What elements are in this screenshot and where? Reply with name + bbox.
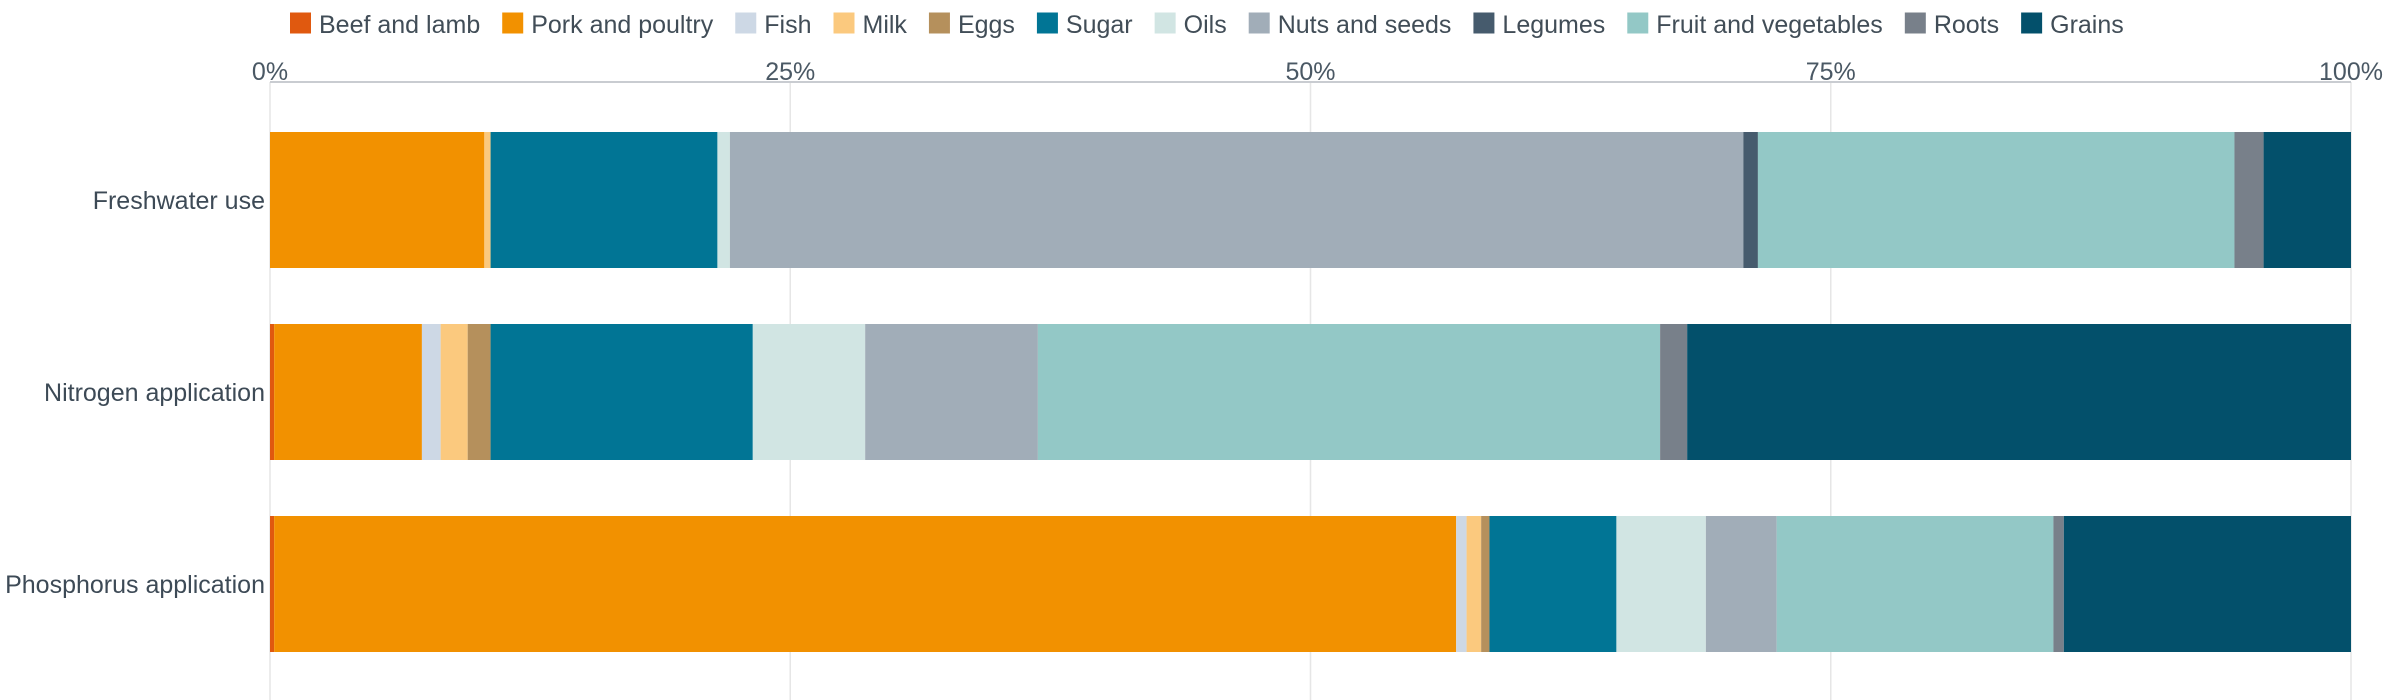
bar-sugar: [490, 132, 718, 268]
legend-item-fish: Fish: [735, 11, 812, 39]
bar-eggs: [467, 324, 491, 460]
legend-label: Oils: [1184, 11, 1227, 39]
x-tick-label: 75%: [1806, 58, 1856, 86]
legend-swatch: [928, 12, 950, 34]
bar-nuts-and-seeds: [865, 324, 1038, 460]
legend-label: Milk: [863, 11, 908, 39]
legend-item-grains: Grains: [2021, 11, 2124, 39]
category-label: Freshwater use: [93, 187, 265, 215]
bar-roots: [1660, 324, 1688, 460]
legend-item-sugar: Sugar: [1036, 11, 1133, 39]
legend-label: Roots: [1934, 11, 1999, 39]
legend-item-fruit-and-vegetables: Fruit and vegetables: [1627, 11, 1883, 39]
legend-item-milk: Milk: [833, 11, 908, 39]
legend-item-roots: Roots: [1904, 11, 1999, 39]
category-label: Phosphorus application: [5, 571, 265, 599]
bar-pork-and-poultry: [274, 516, 1457, 652]
bar-grains: [2063, 516, 2351, 652]
bar-grains: [2263, 132, 2351, 268]
legend-item-eggs: Eggs: [928, 11, 1015, 39]
bar-beef-and-lamb: [270, 516, 275, 652]
bar-fruit-and-vegetables: [1037, 324, 1661, 460]
legend-swatch: [290, 12, 311, 34]
x-tick-label: 0%: [252, 58, 288, 86]
bar-milk: [1466, 516, 1482, 652]
bar-pork-and-poultry: [270, 132, 485, 268]
legend-label: Pork and poultry: [531, 11, 714, 39]
legend-label: Nuts and seeds: [1278, 11, 1452, 39]
x-axis-ticks: 0% 25% 50% 75% 100%: [252, 58, 2383, 86]
legend-label: Fish: [764, 11, 811, 39]
bar-roots: [2234, 132, 2264, 268]
bar-legumes: [1743, 132, 1758, 268]
bar-fruit-and-vegetables: [1776, 516, 2054, 652]
bar-oils: [1616, 516, 1706, 652]
bars: [270, 132, 2351, 652]
legend-swatch: [1473, 12, 1495, 34]
legend-item-beef-and-lamb: Beef and lamb: [290, 11, 480, 39]
legend-label: Legumes: [1502, 11, 1605, 39]
bar-milk: [440, 324, 468, 460]
bar-beef-and-lamb: [270, 324, 275, 460]
legend-swatch: [833, 12, 855, 34]
bar-oils: [752, 324, 866, 460]
bar-roots: [2053, 516, 2064, 652]
bar-fish: [421, 324, 441, 460]
category-label: Nitrogen application: [44, 379, 265, 407]
bar-grains: [1687, 324, 2351, 460]
bar-fruit-and-vegetables: [1757, 132, 2235, 268]
legend-item-oils: Oils: [1154, 11, 1227, 39]
bar-sugar: [490, 324, 753, 460]
bar-fish: [1456, 516, 1467, 652]
legend-swatch: [502, 12, 524, 34]
legend-item-nuts-and-seeds: Nuts and seeds: [1248, 11, 1452, 39]
legend-swatch: [1904, 12, 1926, 34]
legend-item-pork-and-poultry: Pork and poultry: [502, 11, 714, 39]
legend-swatch: [1154, 12, 1176, 34]
category-labels: Freshwater use Nitrogen application Phosph…: [5, 187, 265, 599]
legend-label: Eggs: [958, 11, 1015, 39]
x-tick-label: 50%: [1285, 58, 1335, 86]
x-tick-label: 25%: [765, 58, 815, 86]
legend-swatch: [1627, 12, 1649, 34]
legend-label: Grains: [2050, 11, 2124, 39]
legend-item-legumes: Legumes: [1473, 11, 1605, 39]
legend: Beef and lamb Pork and poultry Fish Milk Egg…: [290, 11, 2124, 39]
legend-label: Beef and lamb: [319, 11, 480, 39]
bar-eggs: [1481, 516, 1490, 652]
legend-label: Fruit and vegetables: [1656, 11, 1883, 39]
bar-sugar: [1489, 516, 1617, 652]
bar-oils: [717, 132, 730, 268]
legend-swatch: [2021, 12, 2043, 34]
x-tick-label: 100%: [2319, 58, 2383, 86]
bar-nuts-and-seeds: [1705, 516, 1777, 652]
legend-label: Sugar: [1066, 11, 1133, 39]
legend-swatch: [735, 12, 757, 34]
legend-swatch: [1248, 12, 1270, 34]
bar-milk: [484, 132, 491, 268]
legend-swatch: [1036, 12, 1058, 34]
bar-nuts-and-seeds: [729, 132, 1744, 268]
bar-pork-and-poultry: [274, 324, 422, 460]
